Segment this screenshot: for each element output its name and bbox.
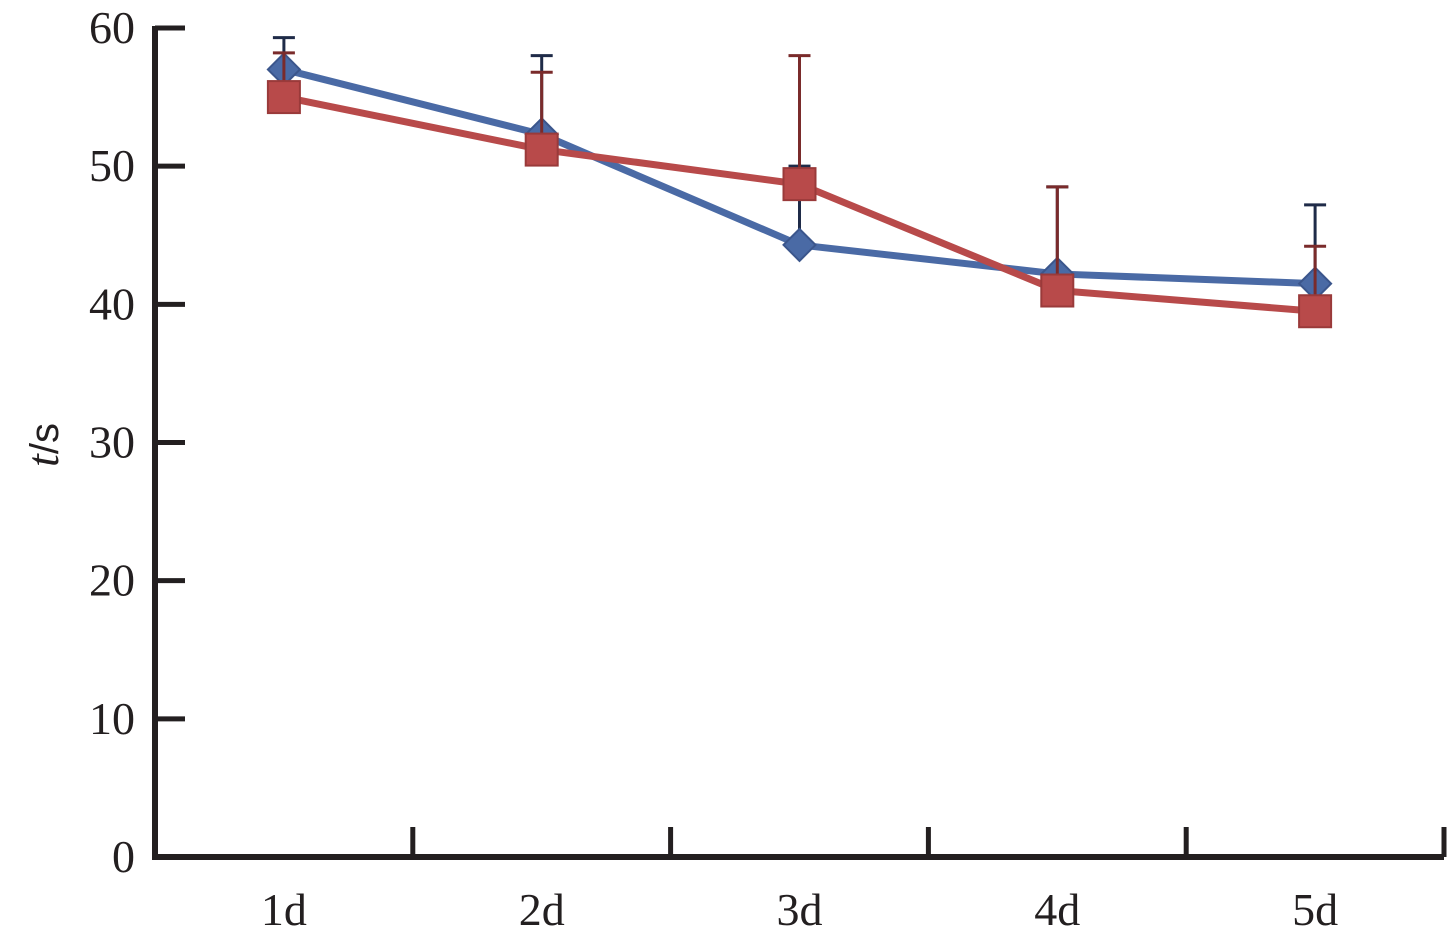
y-tick-label: 40 [89,278,135,329]
data-point-square [1040,273,1075,308]
data-point-square [782,167,817,202]
y-tick-label: 10 [89,693,135,744]
y-tick-group: 0 10 20 30 40 50 60 [89,2,185,882]
axes [152,26,1444,860]
x-tick-label: 5d [1292,884,1338,933]
x-tick-group: 1d 2d 3d 4d 5d [261,827,1447,933]
series-group [266,36,1333,329]
data-point-diamond [782,227,817,263]
data-point-square [524,132,559,167]
y-tick-label: 60 [89,2,135,53]
y-tick-label: 20 [89,555,135,606]
x-tick-label: 1d [261,884,307,933]
x-tick-label: 3d [777,884,823,933]
y-axis-unit: /s [23,423,67,454]
x-tick-label: 2d [519,884,565,933]
data-point-square [266,80,301,115]
series-2 [266,51,1333,329]
y-tick-label: 30 [89,417,135,468]
y-tick-label: 0 [112,831,135,882]
svg-text:t/s: t/s [17,423,68,467]
data-point-square [1298,294,1333,329]
y-tick-label: 50 [89,140,135,191]
y-axis-label: t/s [17,423,68,467]
y-axis-variable: t [17,453,68,467]
x-tick-label: 4d [1034,884,1080,933]
